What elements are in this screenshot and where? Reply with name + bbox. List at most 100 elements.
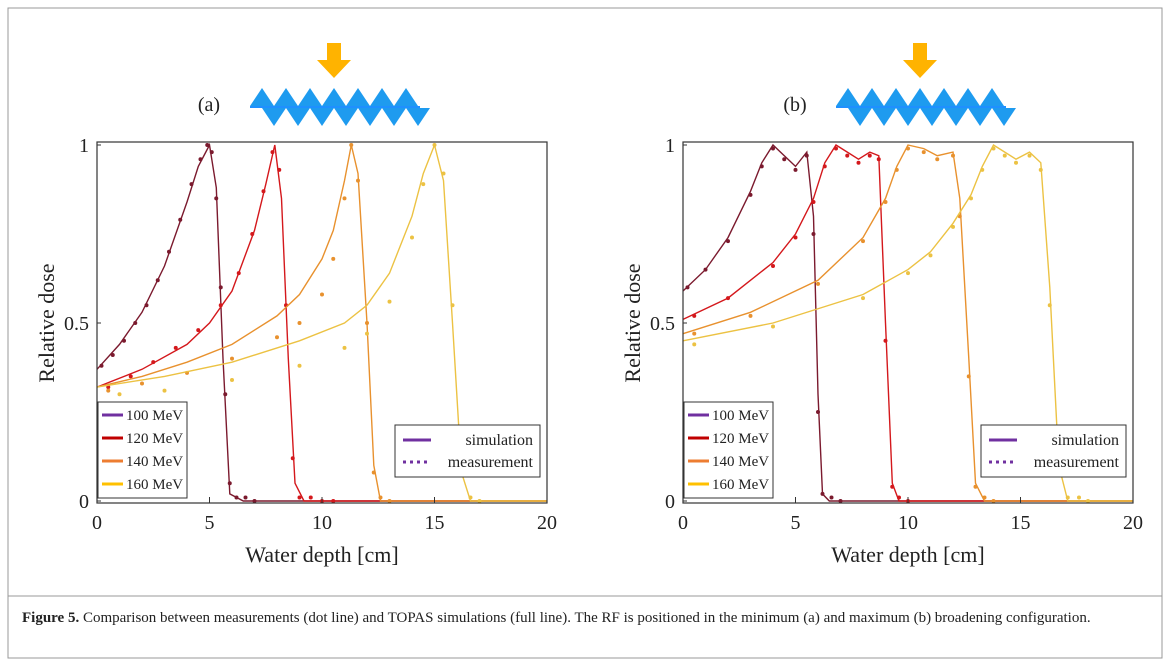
measurement-point: [973, 484, 978, 489]
measurement-point: [969, 196, 973, 201]
measurement-point: [982, 495, 987, 500]
panel-label: (b): [783, 94, 806, 116]
measurement-point: [144, 303, 149, 308]
measurement-point: [250, 232, 255, 236]
measurement-point: [151, 360, 156, 365]
measurement-point: [209, 150, 214, 155]
measurement-point: [782, 157, 787, 162]
measurement-point: [189, 182, 194, 187]
grating-tooth: [370, 88, 394, 106]
y-axis-label: Relative dose: [620, 263, 645, 382]
caption-text: Comparison between measurements (dot lin…: [79, 610, 1091, 626]
grating-tooth: [382, 108, 406, 126]
measurement-point: [861, 296, 865, 301]
panel-label: (a): [198, 94, 220, 116]
grating-tooth: [980, 88, 1004, 106]
measurement-point: [387, 299, 392, 304]
simulation-line: [682, 144, 1133, 502]
measurement-point: [811, 199, 816, 204]
measurement-point: [378, 495, 383, 500]
measurement-point: [771, 264, 775, 269]
measurement-point: [980, 167, 985, 172]
measurement-point: [342, 196, 347, 201]
x-tick-label: 10: [312, 512, 332, 534]
legend-label: measurement: [1034, 454, 1120, 471]
measurement-point: [883, 199, 888, 204]
measurement-point: [243, 495, 248, 500]
measurement-point: [277, 167, 282, 172]
measurement-point: [297, 495, 302, 500]
measurement-point: [320, 292, 324, 297]
grating-tooth: [346, 88, 370, 106]
measurement-point: [894, 167, 899, 172]
measurement-point: [205, 143, 210, 147]
measurement-point: [133, 321, 138, 325]
grating-tooth: [358, 108, 382, 126]
grating-tooth: [250, 88, 274, 106]
x-axis-label: Water depth [cm]: [245, 542, 398, 567]
measurement-point: [951, 224, 955, 229]
measurement-point: [1014, 160, 1018, 165]
measurement-point: [1086, 499, 1090, 503]
measurement-point: [167, 249, 171, 254]
measurement-point: [155, 278, 160, 283]
y-tick-label: 0.5: [650, 313, 675, 335]
measurement-point: [876, 157, 881, 162]
x-tick-label: 20: [537, 512, 557, 534]
measurement-point: [1065, 495, 1070, 500]
measurement-point: [759, 164, 764, 169]
measurement-point: [845, 153, 850, 158]
caption-label: Figure 5.: [22, 610, 80, 626]
measurement-point: [410, 235, 414, 240]
measurement-point: [822, 164, 827, 169]
measurement-point: [223, 392, 228, 397]
legend-box: [683, 401, 774, 499]
measurement-point: [834, 146, 838, 151]
measurement-point: [365, 331, 369, 336]
measurement-point: [371, 470, 376, 475]
measurement-point: [883, 338, 888, 343]
measurement-point: [297, 321, 302, 325]
legend-box: [980, 424, 1127, 478]
grating-tooth: [968, 108, 992, 126]
x-tick-label: 15: [425, 512, 445, 534]
measurement-point: [838, 499, 843, 503]
measurement-point: [173, 345, 178, 350]
legend-box: [97, 401, 188, 499]
simulation-line: [96, 142, 547, 502]
arrow-icon: [317, 43, 351, 78]
measurement-point: [236, 271, 241, 276]
x-tick-label: 0: [92, 512, 102, 534]
measurement-point: [1002, 153, 1007, 158]
measurement-point: [820, 491, 825, 496]
measurement-point: [771, 324, 775, 329]
measurement-point: [441, 171, 446, 176]
grating-tooth: [908, 88, 932, 106]
x-axis-label: Water depth [cm]: [831, 542, 984, 567]
measurement-point: [856, 160, 861, 165]
measurement-point: [214, 196, 219, 201]
measurement-point: [122, 338, 126, 343]
x-tick-label: 5: [791, 512, 801, 534]
measurement-point: [829, 495, 834, 500]
measurement-point: [951, 153, 955, 158]
measurement-point: [117, 392, 122, 397]
legend-label: 140 MeV: [126, 454, 183, 470]
measurement-point: [365, 321, 369, 325]
measurement-point: [270, 150, 275, 155]
measurement-point: [218, 285, 223, 290]
measurement-point: [816, 281, 820, 286]
measurement-point: [432, 143, 437, 147]
measurement-point: [906, 146, 910, 151]
grating-tooth: [394, 88, 418, 106]
measurement-point: [771, 146, 775, 151]
measurement-point: [234, 495, 239, 500]
measurement-point: [748, 313, 753, 318]
x-tick-label: 20: [1123, 512, 1143, 534]
y-tick-label: 1: [79, 135, 89, 157]
measurement-point: [921, 150, 926, 155]
grating-tooth: [836, 88, 860, 106]
simulation-line: [96, 144, 547, 502]
y-tick-label: 0.5: [64, 313, 89, 335]
